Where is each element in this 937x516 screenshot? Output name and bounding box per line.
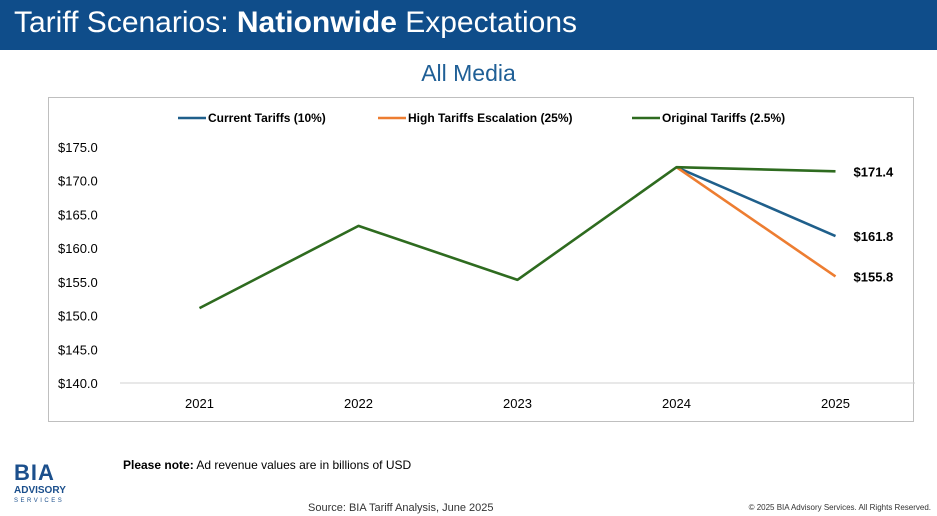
y-tick-label: $170.0 [58,174,98,189]
copyright-text: © 2025 BIA Advisory Services. All Rights… [748,503,931,512]
logo-bia-text: BIA [14,460,55,485]
x-tick-label: 2022 [344,396,373,411]
y-tick-label: $145.0 [58,342,98,357]
footnote-label: Please note: [123,458,194,472]
footnote-text: Ad revenue values are in billions of USD [193,458,412,472]
y-tick-label: $155.0 [58,275,98,290]
chart-title: All Media [421,60,516,86]
title-banner: Tariff Scenarios: Nationwide Expectation… [0,0,937,50]
legend-label: Original Tariffs (2.5%) [662,111,785,125]
series-line [675,166,837,278]
page-title-prefix: Tariff Scenarios: [14,6,237,39]
page-title-suffix: Expectations [396,6,578,39]
y-tick-label: $140.0 [58,376,98,391]
page-title-bold: Nationwide [236,6,397,39]
data-label: $161.8 [854,229,894,244]
series-line [675,166,837,238]
bia-logo: BIA ADVISORY SERVICES [14,462,74,512]
x-tick-label: 2024 [662,396,691,411]
data-label: $155.8 [854,269,894,284]
y-tick-label: $160.0 [58,241,98,256]
data-label: $171.4 [854,164,895,179]
source-text: Source: BIA Tariff Analysis, June 2025 [308,502,494,514]
y-tick-label: $175.0 [58,140,98,155]
legend-label: Current Tariffs (10%) [208,111,326,125]
footnote: Please note: Ad revenue values are in bi… [123,458,411,472]
page-title: Tariff Scenarios: Nationwide Expectation… [14,6,577,40]
logo-services-text: SERVICES [14,498,65,504]
series-line [198,165,836,310]
chart-area [48,97,914,422]
logo-advisory-text: ADVISORY [14,485,66,496]
x-tick-label: 2021 [185,396,214,411]
y-tick-label: $165.0 [58,207,98,222]
x-tick-label: 2023 [503,396,532,411]
y-tick-label: $150.0 [58,309,98,324]
legend-label: High Tariffs Escalation (25%) [408,111,572,125]
x-tick-label: 2025 [821,396,850,411]
